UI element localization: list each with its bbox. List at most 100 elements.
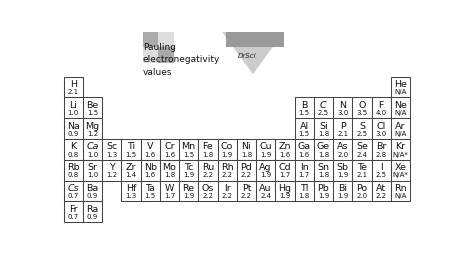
Text: F: F	[378, 101, 384, 110]
Text: Ra: Ra	[86, 205, 99, 214]
Text: Hf: Hf	[126, 184, 136, 193]
Text: 1.3: 1.3	[106, 152, 117, 157]
Text: Li: Li	[69, 101, 77, 110]
Bar	[121, 139, 140, 160]
Bar	[64, 118, 83, 139]
Text: 1.9: 1.9	[318, 193, 329, 199]
Bar	[294, 160, 314, 181]
Bar	[372, 118, 391, 139]
Bar	[275, 139, 294, 160]
Text: Pb: Pb	[318, 184, 329, 193]
Text: DrSci: DrSci	[237, 53, 256, 60]
Text: B: B	[301, 101, 307, 110]
Bar	[391, 139, 410, 160]
Bar	[83, 139, 102, 160]
Bar	[64, 77, 83, 97]
Bar	[333, 181, 352, 201]
Bar	[179, 160, 198, 181]
Text: 1.5: 1.5	[299, 110, 310, 116]
Text: At: At	[376, 184, 386, 193]
Text: 1.9: 1.9	[260, 172, 271, 178]
Bar	[275, 181, 294, 201]
Text: W: W	[164, 184, 174, 193]
Bar	[218, 160, 237, 181]
Bar	[314, 139, 333, 160]
Text: Mg: Mg	[85, 122, 100, 131]
Bar	[391, 77, 410, 97]
Bar	[83, 201, 102, 222]
Bar	[102, 160, 121, 181]
Text: 1.5: 1.5	[145, 193, 155, 199]
Text: Ba: Ba	[86, 184, 99, 193]
Text: 2.2: 2.2	[222, 172, 233, 178]
Text: 1.9: 1.9	[183, 193, 194, 199]
Text: 0.7: 0.7	[67, 214, 79, 220]
Bar	[391, 160, 410, 181]
Text: 1.6: 1.6	[164, 152, 175, 157]
Bar	[314, 181, 333, 201]
Text: Mn: Mn	[182, 142, 196, 151]
Text: 3.0: 3.0	[337, 110, 348, 116]
Text: 2.2: 2.2	[241, 193, 252, 199]
Text: 1.6: 1.6	[279, 152, 291, 157]
Text: I: I	[380, 163, 383, 172]
Text: 1.8: 1.8	[318, 172, 329, 178]
Bar	[226, 32, 284, 47]
Text: 1.8: 1.8	[164, 172, 175, 178]
Text: 1.7: 1.7	[279, 172, 291, 178]
Text: 1.8: 1.8	[299, 193, 310, 199]
Text: Po: Po	[356, 184, 367, 193]
Text: 0.9: 0.9	[87, 193, 98, 199]
Bar	[64, 139, 83, 160]
Bar	[102, 139, 121, 160]
Bar	[294, 97, 314, 118]
Text: 1.5: 1.5	[87, 110, 98, 116]
Bar	[333, 97, 352, 118]
Bar	[372, 181, 391, 201]
Text: Tc: Tc	[184, 163, 193, 172]
Bar	[140, 160, 160, 181]
Text: 2.8: 2.8	[375, 152, 387, 157]
Text: N: N	[339, 101, 346, 110]
Text: Cd: Cd	[279, 163, 291, 172]
Text: 1.2: 1.2	[87, 131, 98, 137]
Bar	[372, 139, 391, 160]
Bar	[198, 160, 218, 181]
Bar	[64, 181, 83, 201]
Text: Ta: Ta	[145, 184, 155, 193]
Text: 0.9: 0.9	[67, 131, 79, 137]
Text: 0.9: 0.9	[87, 214, 98, 220]
Bar	[179, 181, 198, 201]
Bar	[237, 181, 256, 201]
Bar	[294, 118, 314, 139]
Text: Na: Na	[67, 122, 80, 131]
Bar	[391, 97, 410, 118]
Text: Ni: Ni	[242, 142, 251, 151]
Text: Fr: Fr	[69, 205, 77, 214]
Text: Si: Si	[319, 122, 328, 131]
Text: Ar: Ar	[395, 122, 406, 131]
Text: Zr: Zr	[126, 163, 136, 172]
Bar	[158, 32, 173, 47]
Text: 1.5: 1.5	[183, 152, 194, 157]
Text: Be: Be	[86, 101, 99, 110]
Text: 1.8: 1.8	[202, 152, 213, 157]
Text: 1.0: 1.0	[67, 110, 79, 116]
Text: 1.8: 1.8	[318, 152, 329, 157]
Text: Y: Y	[109, 163, 115, 172]
Text: 0.8: 0.8	[67, 172, 79, 178]
Text: Rb: Rb	[67, 163, 80, 172]
Text: Br: Br	[376, 142, 386, 151]
Bar	[218, 181, 237, 201]
Bar	[256, 181, 275, 201]
Bar	[333, 160, 352, 181]
Text: Ag: Ag	[259, 163, 272, 172]
Text: 1.5: 1.5	[299, 131, 310, 137]
Text: Au: Au	[259, 184, 272, 193]
Bar	[198, 139, 218, 160]
Text: V: V	[147, 142, 154, 151]
Text: Bi: Bi	[338, 184, 347, 193]
Text: 1.9: 1.9	[337, 193, 348, 199]
Text: 1.6: 1.6	[145, 172, 156, 178]
Text: Te: Te	[357, 163, 367, 172]
